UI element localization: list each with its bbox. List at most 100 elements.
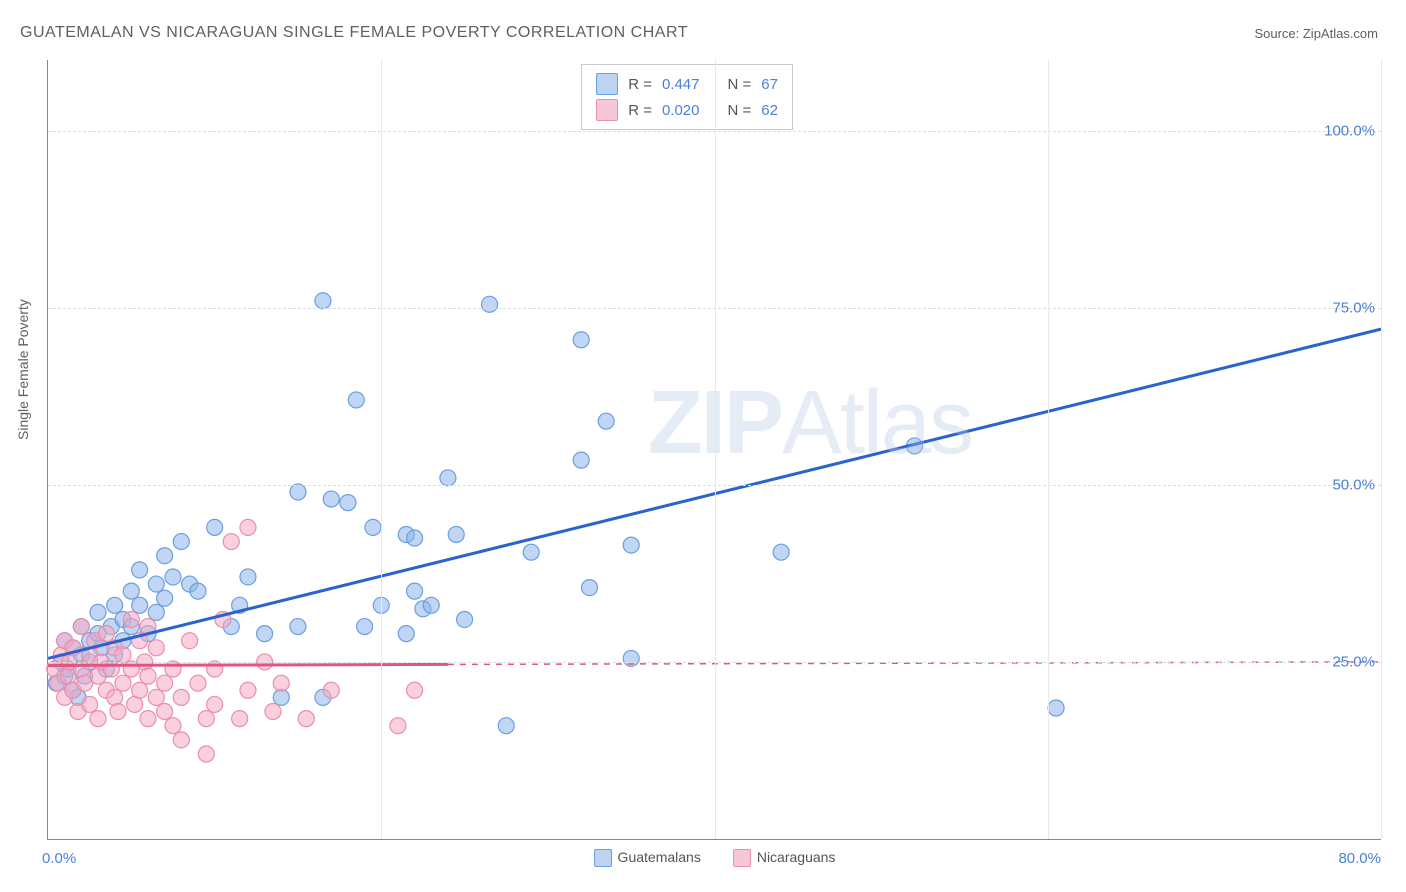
data-point — [257, 626, 273, 642]
legend-correlation-row: R =0.447N =67 — [596, 71, 778, 97]
gridline-vertical — [715, 60, 716, 839]
data-point — [598, 413, 614, 429]
y-axis-label: Single Female Poverty — [15, 299, 31, 440]
legend-swatch — [596, 73, 618, 95]
legend-R-label: R = — [628, 102, 652, 119]
data-point — [107, 597, 123, 613]
data-point — [265, 704, 281, 720]
data-point — [223, 534, 239, 550]
data-point — [440, 470, 456, 486]
data-point — [115, 647, 131, 663]
data-point — [73, 661, 89, 677]
data-point — [323, 682, 339, 698]
trend-line — [48, 664, 448, 665]
data-point — [323, 491, 339, 507]
data-point — [573, 332, 589, 348]
data-point — [140, 711, 156, 727]
data-point — [165, 718, 181, 734]
x-axis-end-label: 80.0% — [1338, 850, 1381, 867]
data-point — [165, 661, 181, 677]
data-point — [190, 675, 206, 691]
data-point — [132, 597, 148, 613]
data-point — [273, 675, 289, 691]
legend-series-label: Nicaraguans — [757, 849, 836, 865]
data-point — [173, 732, 189, 748]
legend-N-label: N = — [728, 76, 752, 93]
data-point — [115, 675, 131, 691]
data-point — [357, 619, 373, 635]
data-point — [240, 569, 256, 585]
data-point — [240, 519, 256, 535]
data-point — [482, 296, 498, 312]
legend-swatch — [594, 849, 612, 867]
data-point — [148, 604, 164, 620]
gridline-vertical — [381, 60, 382, 839]
data-point — [140, 668, 156, 684]
data-point — [365, 519, 381, 535]
legend-R-value: 0.020 — [662, 102, 700, 119]
data-point — [582, 580, 598, 596]
data-point — [398, 626, 414, 642]
data-point — [407, 530, 423, 546]
legend-R-value: 0.447 — [662, 76, 700, 93]
data-point — [423, 597, 439, 613]
data-point — [298, 711, 314, 727]
data-point — [90, 604, 106, 620]
data-point — [132, 562, 148, 578]
data-point — [90, 711, 106, 727]
data-point — [157, 548, 173, 564]
data-point — [1048, 700, 1064, 716]
y-tick-label: 100.0% — [1324, 122, 1375, 139]
data-point — [290, 619, 306, 635]
data-point — [123, 611, 139, 627]
data-point — [240, 682, 256, 698]
legend-correlation-row: R = 0.020 N = 62 — [596, 97, 778, 123]
data-point — [157, 704, 173, 720]
data-point — [348, 392, 364, 408]
data-point — [198, 746, 214, 762]
data-point — [173, 689, 189, 705]
data-point — [157, 590, 173, 606]
data-point — [165, 569, 181, 585]
legend-swatch — [733, 849, 751, 867]
data-point — [448, 526, 464, 542]
data-point — [315, 293, 331, 309]
chart-plot-area: ZIPAtlas R =0.447N =67R =0.020N =62 Guat… — [47, 60, 1381, 840]
data-point — [573, 452, 589, 468]
data-point — [148, 576, 164, 592]
legend-series-item: Nicaraguans — [733, 849, 836, 867]
y-tick-label: 25.0% — [1332, 653, 1375, 670]
legend-correlation-box: R =0.447N =67R =0.020N =62 — [581, 64, 793, 130]
legend-N-value: 62 — [761, 102, 778, 119]
data-point — [407, 682, 423, 698]
source-prefix: Source: — [1254, 26, 1302, 41]
data-point — [207, 519, 223, 535]
data-point — [157, 675, 173, 691]
data-point — [148, 689, 164, 705]
data-point — [390, 718, 406, 734]
legend-N-label: N = — [728, 102, 752, 119]
gridline-vertical — [1048, 60, 1049, 839]
data-point — [98, 626, 114, 642]
data-point — [148, 640, 164, 656]
data-point — [110, 704, 126, 720]
gridline-vertical — [1381, 60, 1382, 839]
legend-R-label: R = — [628, 76, 652, 93]
data-point — [523, 544, 539, 560]
data-point — [498, 718, 514, 734]
data-point — [457, 611, 473, 627]
data-point — [340, 495, 356, 511]
legend-series-item: Guatemalans — [594, 849, 701, 867]
data-point — [198, 711, 214, 727]
legend-series: Guatemalans Nicaraguans — [594, 849, 836, 867]
legend-series-label: Guatemalans — [618, 849, 701, 865]
data-point — [773, 544, 789, 560]
source-attribution: Source: ZipAtlas.com — [1254, 26, 1378, 41]
data-point — [107, 689, 123, 705]
data-point — [232, 711, 248, 727]
data-point — [103, 661, 119, 677]
source-name: ZipAtlas.com — [1303, 26, 1378, 41]
data-point — [73, 619, 89, 635]
data-point — [173, 534, 189, 550]
data-point — [190, 583, 206, 599]
